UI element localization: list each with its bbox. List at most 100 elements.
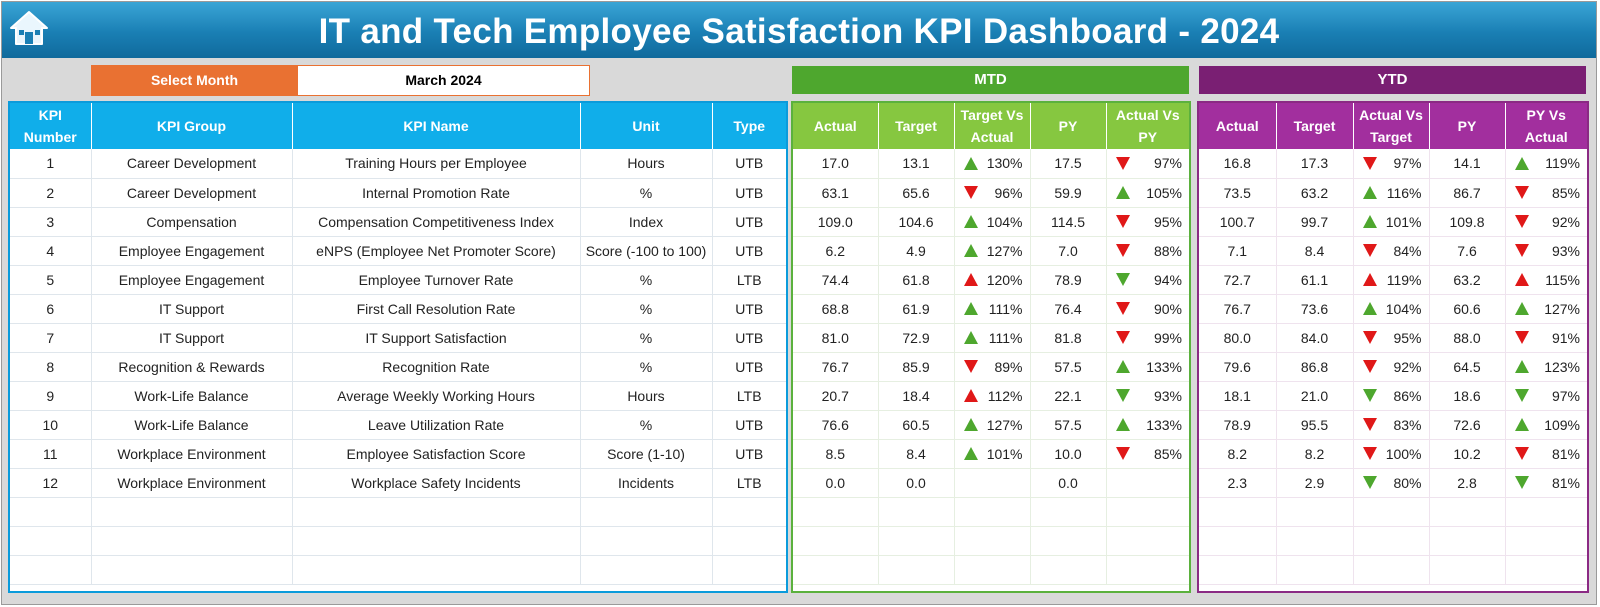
month-selector[interactable]: March 2024 xyxy=(297,65,590,96)
arrow-down-icon xyxy=(1115,389,1130,402)
ytd-target: 61.1 xyxy=(1276,265,1354,295)
empty-cell xyxy=(10,555,92,585)
mtd-target-vs-actual-indicator: 127% xyxy=(958,243,1027,259)
mtd-py: 57.5 xyxy=(1030,410,1107,440)
mtd-target-vs-actual-value: 111% xyxy=(988,300,1023,317)
ytd-actual: 16.8 xyxy=(1199,149,1277,179)
table-row: 20.7 18.4 112% 22.1 93% xyxy=(793,381,1189,411)
ytd-actual-vs-target-indicator: 119% xyxy=(1357,272,1426,288)
ytd-py: 2.8 xyxy=(1429,468,1506,498)
empty-cell xyxy=(878,555,955,585)
mtd-target-vs-actual-indicator: 111% xyxy=(958,301,1027,317)
mtd-panel: Actual Target Target Vs Actual PY Actual… xyxy=(791,101,1191,593)
ytd-col-py: PY xyxy=(1429,103,1506,149)
ytd-py-vs-actual: 127% xyxy=(1505,294,1587,324)
empty-cell xyxy=(793,555,879,585)
empty-cell xyxy=(712,555,786,585)
mtd-actual: 68.8 xyxy=(793,294,879,324)
kpi-number: 10 xyxy=(10,410,92,440)
mtd-target-vs-actual xyxy=(954,468,1031,498)
ytd-py: 86.7 xyxy=(1429,178,1506,208)
mtd-py: 78.9 xyxy=(1030,265,1107,295)
ytd-actual-vs-target-indicator: 83% xyxy=(1357,417,1426,433)
ytd-target: 21.0 xyxy=(1276,381,1354,411)
empty-row xyxy=(793,555,1189,585)
ytd-actual-vs-target: 104% xyxy=(1353,294,1430,324)
empty-cell xyxy=(1505,497,1587,527)
kpi-number: 7 xyxy=(10,323,92,353)
empty-cell xyxy=(1353,555,1430,585)
mtd-target-vs-actual: 120% xyxy=(954,265,1031,295)
col-kpi-number: KPI Number xyxy=(10,103,92,149)
arrow-down-icon xyxy=(1514,389,1529,402)
kpi-group: Employee Engagement xyxy=(91,265,293,295)
ytd-actual-vs-target-indicator: 95% xyxy=(1357,330,1426,346)
mtd-target-vs-actual: 89% xyxy=(954,352,1031,382)
mtd-target-vs-actual: 130% xyxy=(954,149,1031,179)
ytd-actual-vs-target-indicator: 80% xyxy=(1357,475,1426,491)
ytd-py-vs-actual-indicator: 85% xyxy=(1509,185,1585,201)
ytd-py: 63.2 xyxy=(1429,265,1506,295)
mtd-actual-vs-py-value: 133% xyxy=(1146,358,1182,375)
table-row: 17.0 13.1 130% 17.5 97% xyxy=(793,149,1189,179)
ytd-py-vs-actual-value: 97% xyxy=(1551,387,1580,404)
empty-cell xyxy=(292,555,581,585)
empty-cell xyxy=(1199,497,1277,527)
mtd-actual-vs-py: 94% xyxy=(1106,265,1189,295)
ytd-col-actual-vs-target: Actual Vs Target xyxy=(1353,103,1430,149)
mtd-target-vs-actual-indicator: 96% xyxy=(958,185,1027,201)
mtd-actual-vs-py: 85% xyxy=(1106,439,1189,469)
kpi-unit: Incidents xyxy=(580,468,713,498)
empty-cell xyxy=(580,526,713,556)
table-row: 76.7 85.9 89% 57.5 133% xyxy=(793,352,1189,382)
empty-row xyxy=(10,526,786,556)
ytd-py-vs-actual: 93% xyxy=(1505,236,1587,266)
empty-row xyxy=(793,497,1189,527)
ytd-actual-vs-target-value: 80% xyxy=(1393,474,1422,491)
ytd-actual-vs-target-value: 116% xyxy=(1386,184,1422,201)
kpi-type: UTB xyxy=(712,294,786,324)
kpi-number: 3 xyxy=(10,207,92,237)
table-row: 79.6 86.8 92% 64.5 123% xyxy=(1199,352,1587,382)
col-kpi-name: KPI Name xyxy=(292,103,581,149)
arrow-down-icon xyxy=(963,360,978,373)
ytd-actual-vs-target: 80% xyxy=(1353,468,1430,498)
empty-cell xyxy=(1353,526,1430,556)
arrow-down-icon xyxy=(1115,273,1130,286)
kpi-unit: % xyxy=(580,410,713,440)
mtd-target-vs-actual: 127% xyxy=(954,410,1031,440)
arrow-up-icon xyxy=(963,418,978,431)
kpi-number: 6 xyxy=(10,294,92,324)
ytd-actual-vs-target: 101% xyxy=(1353,207,1430,237)
kpi-unit: Score (-100 to 100) xyxy=(580,236,713,266)
mtd-actual-vs-py: 88% xyxy=(1106,236,1189,266)
table-row: 72.7 61.1 119% 63.2 115% xyxy=(1199,265,1587,295)
empty-cell xyxy=(292,526,581,556)
ytd-target: 99.7 xyxy=(1276,207,1354,237)
mtd-py: 59.9 xyxy=(1030,178,1107,208)
kpi-unit: % xyxy=(580,178,713,208)
ytd-py: 7.6 xyxy=(1429,236,1506,266)
mtd-actual: 17.0 xyxy=(793,149,879,179)
arrow-down-icon xyxy=(1115,331,1130,344)
ytd-actual-vs-target-indicator: 84% xyxy=(1357,243,1426,259)
ytd-actual-vs-target-indicator: 104% xyxy=(1357,301,1426,317)
kpi-name: Recognition Rate xyxy=(292,352,581,382)
kpi-type: UTB xyxy=(712,410,786,440)
ytd-py-vs-actual-value: 119% xyxy=(1545,155,1580,172)
ytd-actual: 78.9 xyxy=(1199,410,1277,440)
ytd-py: 88.0 xyxy=(1429,323,1506,353)
ytd-header: YTD xyxy=(1199,66,1586,94)
ytd-actual-vs-target: 116% xyxy=(1353,178,1430,208)
home-icon[interactable] xyxy=(8,8,50,48)
ytd-actual-vs-target: 95% xyxy=(1353,323,1430,353)
arrow-down-icon xyxy=(1115,447,1130,460)
kpi-group: Career Development xyxy=(91,178,293,208)
mtd-py: 114.5 xyxy=(1030,207,1107,237)
mtd-actual-vs-py: 90% xyxy=(1106,294,1189,324)
mtd-actual-vs-py: 133% xyxy=(1106,410,1189,440)
mtd-py: 17.5 xyxy=(1030,149,1107,179)
ytd-actual-vs-target-value: 104% xyxy=(1385,300,1422,317)
table-row: 5 Employee Engagement Employee Turnover Ra… xyxy=(10,265,786,295)
kpi-number: 4 xyxy=(10,236,92,266)
